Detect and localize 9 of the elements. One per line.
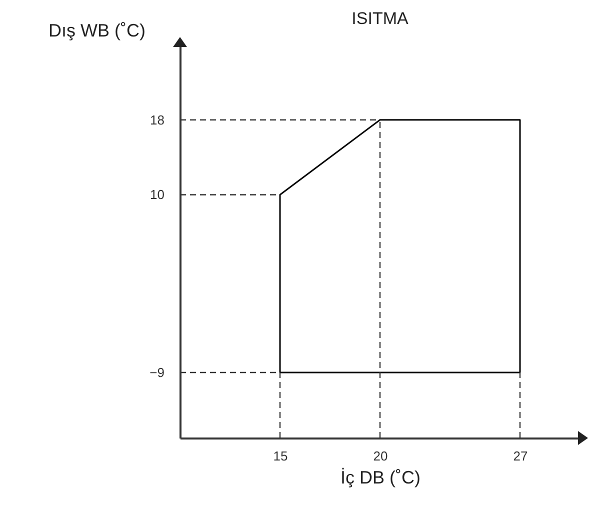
chart-title: ISITMA [352,9,409,28]
x-axis-title: İç DB (˚C) [340,468,420,488]
x-tick-label: 20 [373,448,388,464]
y-axis-title: Dış WB (˚C) [48,20,146,40]
y-tick-label: −9 [150,365,164,380]
y-tick-label: 18 [150,112,164,128]
y-tick-label: 10 [150,187,164,202]
x-tick-label: 15 [273,448,288,464]
x-tick-label: 27 [513,448,528,464]
